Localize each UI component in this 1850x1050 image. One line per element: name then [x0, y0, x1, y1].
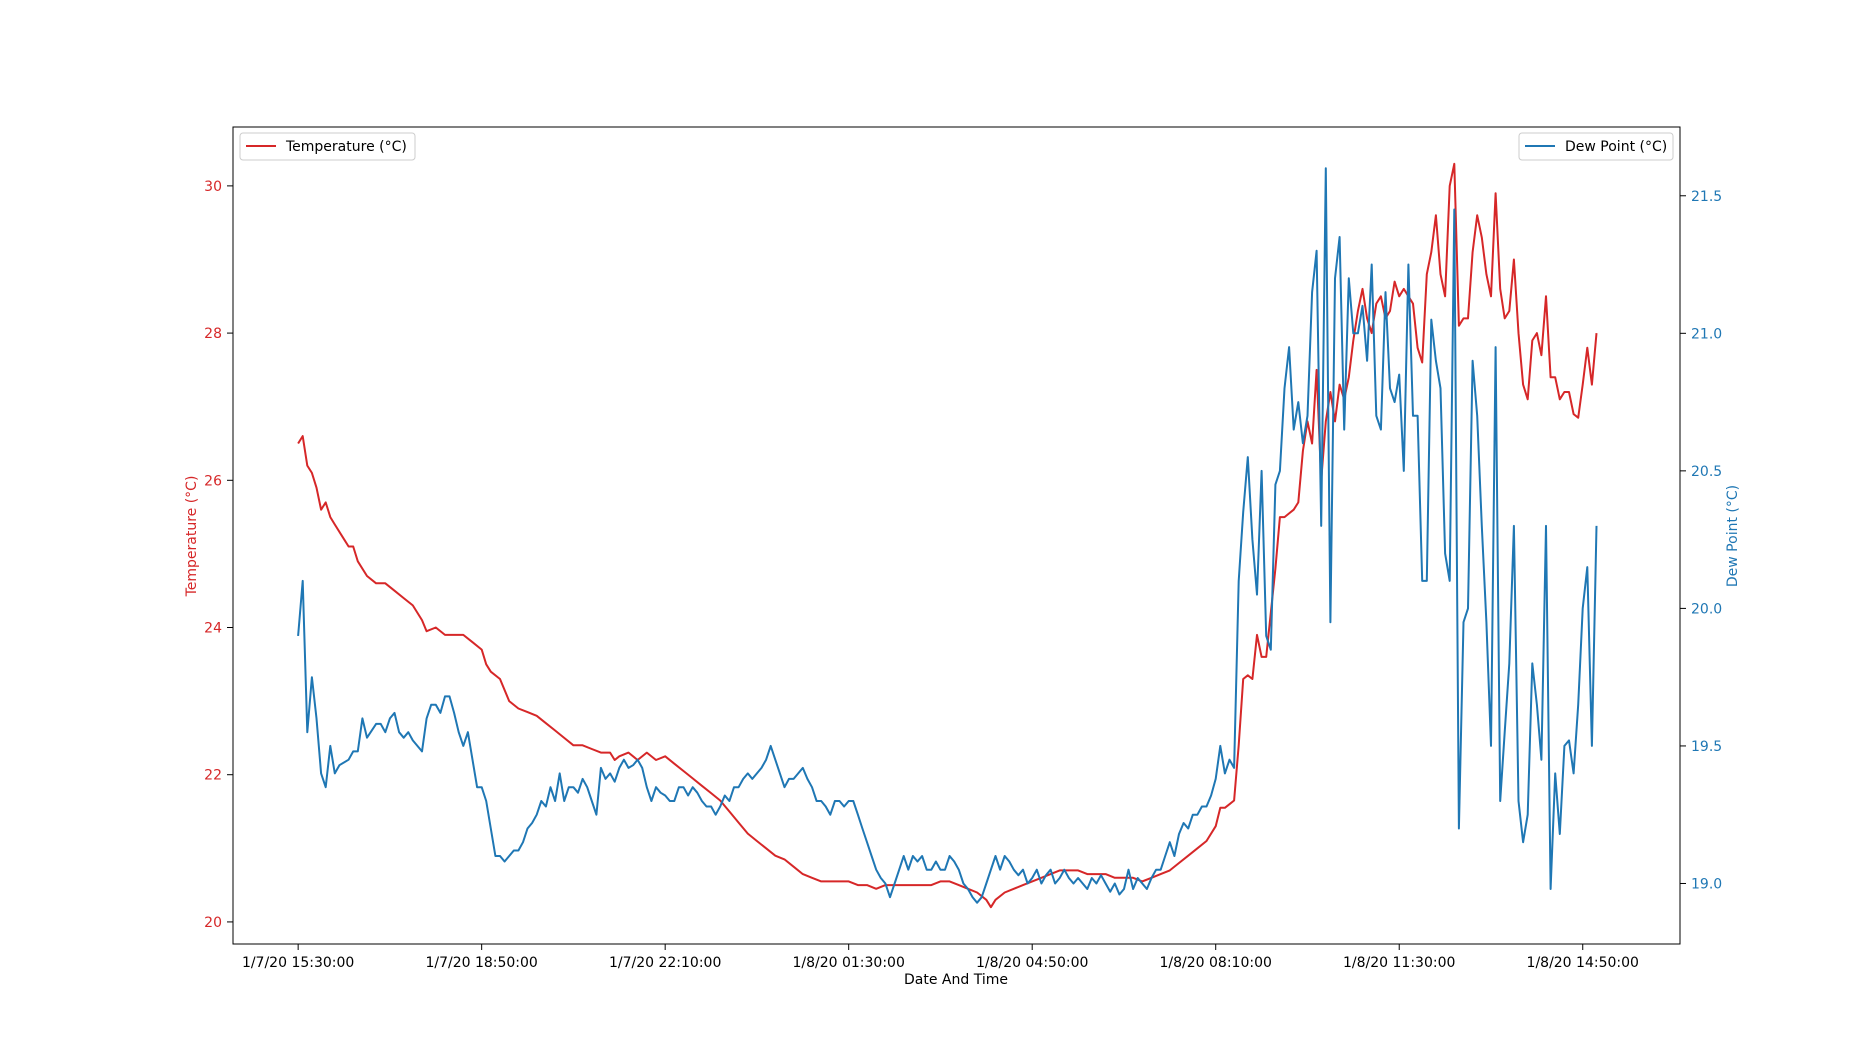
x-axis-label: Date And Time [904, 972, 1008, 988]
x-tick-label: 1/8/20 08:10:00 [1160, 955, 1272, 971]
legend-temperature-text: Temperature (°C) [285, 139, 407, 155]
dew-point-line [297, 167, 1598, 904]
y-axis-left: 20 22 24 26 28 30 [204, 179, 233, 931]
temperature-line [297, 162, 1598, 909]
x-tick-label: 1/7/20 15:30:00 [242, 955, 354, 971]
plot-frame [232, 126, 1681, 945]
x-tick-label: 1/8/20 11:30:00 [1343, 955, 1455, 971]
x-tick-label: 1/8/20 04:50:00 [976, 955, 1088, 971]
legend-temperature: Temperature (°C) [239, 132, 416, 161]
y-left-tick-label: 30 [204, 179, 222, 195]
y-right-tick-label: 21.0 [1691, 326, 1722, 342]
plot-area [232, 126, 1681, 945]
y-right-tick-label: 20.0 [1691, 601, 1722, 617]
y-left-tick-label: 22 [204, 768, 222, 784]
y-right-tick-label: 21.5 [1691, 189, 1722, 205]
y-right-tick-label: 20.5 [1691, 464, 1722, 480]
legend-dew-point-text: Dew Point (°C) [1565, 139, 1667, 155]
y-axis-right: 19.0 19.5 20.0 20.5 21.0 21.5 [1680, 189, 1722, 892]
series-layer [297, 162, 1598, 909]
legend-dew-point: Dew Point (°C) [1518, 132, 1674, 161]
legend-temperature-box [239, 132, 416, 161]
y-left-tick-label: 28 [204, 326, 222, 342]
legend-dew-point-box [1518, 132, 1674, 161]
y-axis-left-label: Temperature (°C) [184, 476, 200, 598]
x-tick-label: 1/7/20 22:10:00 [609, 955, 721, 971]
y-axis-right-label: Dew Point (°C) [1725, 485, 1741, 587]
x-axis: 1/7/20 15:30:00 1/7/20 18:50:00 1/7/20 22:… [242, 944, 1639, 971]
y-right-tick-label: 19.5 [1691, 739, 1722, 755]
x-tick-label: 1/8/20 01:30:00 [792, 955, 904, 971]
x-tick-label: 1/8/20 14:50:00 [1527, 955, 1639, 971]
y-left-tick-label: 24 [204, 621, 222, 637]
x-tick-label: 1/7/20 18:50:00 [425, 955, 537, 971]
y-left-tick-label: 26 [204, 473, 222, 489]
y-left-tick-label: 20 [204, 915, 222, 931]
y-right-tick-label: 19.0 [1691, 876, 1722, 892]
